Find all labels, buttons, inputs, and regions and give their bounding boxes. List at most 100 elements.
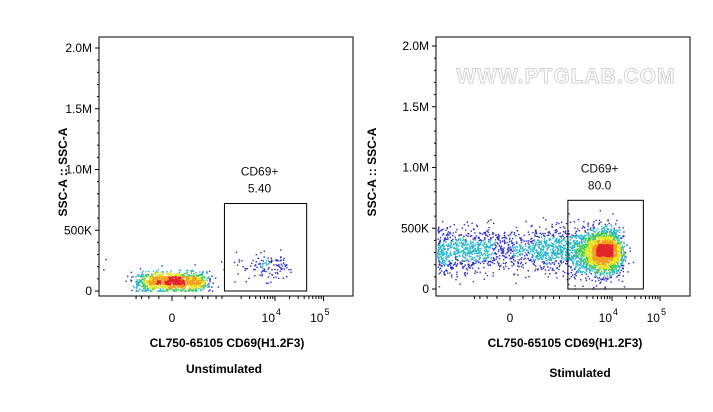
scatter-point [592,230,595,232]
scatter-point [576,270,579,272]
scatter-point [585,239,587,242]
scatter-point [166,273,168,275]
scatter-point [609,249,611,252]
scatter-point [511,244,514,247]
scatter-point [562,230,565,233]
scatter-point [212,282,214,284]
scatter-point [486,274,489,277]
scatter-point [528,259,530,262]
scatter-point [566,233,568,235]
scatter-point [575,272,577,275]
scatter-point [207,284,209,286]
scatter-point [465,234,467,236]
scatter-point [143,278,146,280]
scatter-point [596,248,599,251]
scatter-point [161,276,163,278]
scatter-point [567,256,570,259]
scatter-point [451,266,453,268]
scatter-point [508,254,510,257]
scatter-point [494,239,497,241]
scatter-point [608,246,610,249]
scatter-point [465,229,467,231]
scatter-point [588,248,590,251]
scatter-point [456,249,458,252]
scatter-point [586,241,588,244]
scatter-point [562,275,564,277]
scatter-point [186,290,188,292]
scatter-point [440,262,443,264]
scatter-point [607,258,609,260]
scatter-point [585,252,587,254]
scatter-point [538,252,540,254]
scatter-point [439,236,442,239]
scatter-point [530,225,532,228]
scatter-point [615,249,618,251]
scatter-point [517,274,519,276]
scatter-point [606,249,608,251]
scatter-point [599,274,602,276]
scatter-point [192,286,194,288]
scatter-point [575,271,578,273]
scatter-point [179,280,181,282]
scatter-point [545,255,547,257]
scatter-point [618,253,620,255]
scatter-point [606,265,608,267]
scatter-point [602,263,605,265]
scatter-point [591,241,593,244]
scatter-point [554,253,557,255]
scatter-point [463,244,465,247]
scatter-point [592,234,595,237]
scatter-point [569,221,572,223]
scatter-point [609,274,611,276]
scatter-point [570,259,572,261]
scatter-point [484,241,487,243]
scatter-point [606,248,609,250]
scatter-point [590,240,592,242]
scatter-point [167,283,169,285]
scatter-point [615,268,617,271]
scatter-point [513,243,515,246]
scatter-point [237,273,239,275]
scatter-point [534,235,536,237]
scatter-point [503,247,505,249]
scatter-point [494,242,496,245]
scatter-point [178,276,180,278]
scatter-point [590,235,592,237]
scatter-point [611,251,613,253]
scatter-point [188,284,190,286]
scatter-point [568,240,570,243]
scatter-point [443,260,446,262]
scatter-point [492,275,494,277]
scatter-point [599,264,601,266]
scatter-point [533,248,535,250]
scatter-point [452,247,455,249]
scatter-point [262,267,264,269]
scatter-point [450,265,452,267]
scatter-point [594,239,596,241]
scatter-point [503,239,506,241]
scatter-point [502,266,505,268]
scatter-point [203,283,206,285]
scatter-point [537,251,539,254]
scatter-point [576,242,578,244]
scatter-point [471,242,473,244]
scatter-point [600,236,603,238]
scatter-point [186,276,189,278]
scatter-point [482,259,485,261]
scatter-point [182,278,184,280]
scatter-point [533,261,536,264]
scatter-point [613,242,615,244]
scatter-point [597,240,599,242]
scatter-point [522,264,524,266]
scatter-point [153,286,155,289]
scatter-point [577,242,580,245]
scatter-point [617,256,619,258]
scatter-point [125,280,127,282]
scatter-point [602,238,604,240]
scatter-point [206,277,209,279]
scatter-point [447,255,449,257]
scatter-point [437,251,439,253]
scatter-point [485,258,488,260]
scatter-point [452,238,454,241]
scatter-point [596,262,599,265]
